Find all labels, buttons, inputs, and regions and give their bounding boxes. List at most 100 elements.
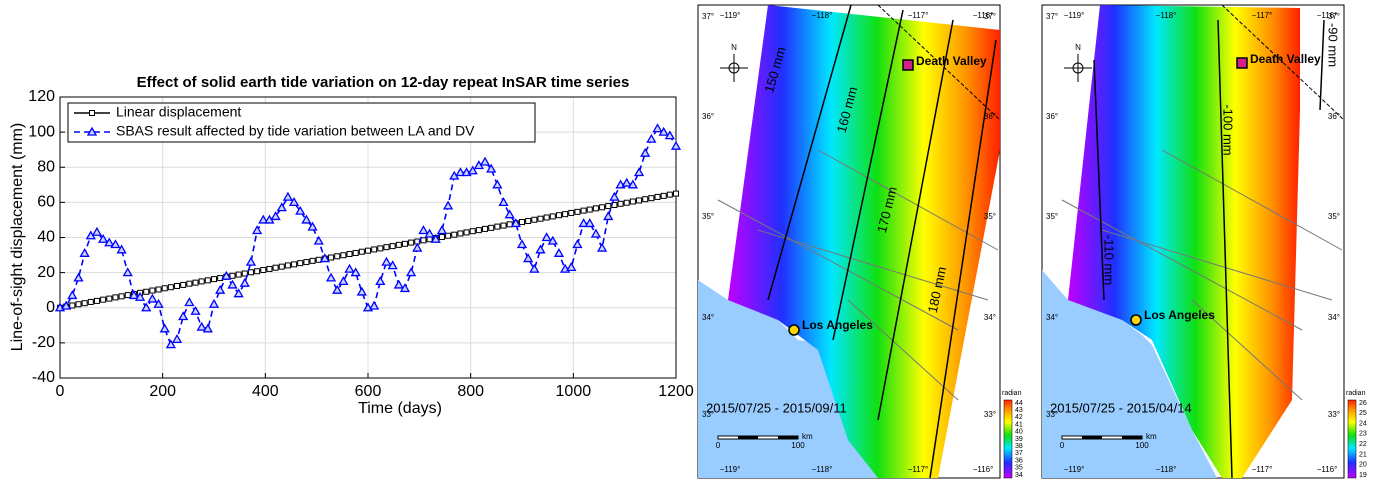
colorbar-tick-label: 37 — [1015, 450, 1023, 457]
x-tick-label: 800 — [457, 383, 484, 400]
contour-label: -90 mm — [1326, 23, 1341, 67]
colorbar-title: radian — [1346, 390, 1366, 397]
place-marker — [1236, 57, 1248, 69]
contour-line — [1319, 19, 1325, 111]
data-point — [572, 239, 583, 249]
lat-label: 36° — [1328, 112, 1340, 121]
data-point — [73, 272, 84, 282]
lon-label: −119° — [720, 465, 741, 474]
data-point — [301, 214, 312, 224]
data-point — [208, 298, 220, 308]
place-label: Los Angeles — [1144, 308, 1215, 322]
data-point — [81, 300, 88, 307]
chart-title: Effect of solid earth tide variation on … — [137, 74, 630, 91]
legend-box — [67, 102, 536, 143]
data-point — [227, 279, 238, 289]
data-point — [654, 193, 661, 200]
data-point — [541, 232, 552, 242]
lon-label: −116° — [973, 465, 994, 474]
data-point — [233, 288, 244, 298]
colorbar-tick-label: 44 — [1015, 400, 1023, 407]
map-ocean — [1042, 270, 1217, 478]
fault-line — [847, 299, 959, 401]
lon-label: −118° — [812, 11, 833, 20]
colorbar-tick-label: 40 — [1015, 429, 1023, 436]
data-point — [258, 214, 269, 224]
lon-label: −119° — [1064, 11, 1085, 20]
scale-unit: km — [1146, 432, 1157, 441]
lat-label: 36° — [1046, 112, 1058, 121]
data-point — [155, 286, 162, 293]
data-point — [319, 253, 331, 263]
deformation-swath — [1068, 5, 1300, 478]
lon-label: −118° — [1156, 11, 1177, 20]
lat-label: 34° — [984, 313, 996, 322]
lat-label: 34° — [1328, 313, 1340, 322]
data-point — [549, 213, 556, 220]
data-point — [578, 218, 589, 228]
fault-line — [1191, 299, 1303, 401]
place-label: Death Valley — [916, 54, 987, 68]
data-point — [167, 284, 174, 291]
data-point — [568, 209, 575, 216]
lon-label: −119° — [1064, 465, 1085, 474]
map-panel: -110 mm -100 mm -90 mm −119° −119° −118° −118°… — [1041, 4, 1367, 479]
lon-label: −117° — [1252, 465, 1273, 474]
colorbar — [1347, 399, 1357, 479]
data-point — [375, 276, 386, 286]
place-label: Los Angeles — [802, 318, 873, 332]
y-tick-label: 40 — [37, 229, 55, 246]
data-point — [288, 197, 300, 207]
data-point — [660, 192, 667, 199]
scale-label: 0 — [1060, 441, 1065, 450]
data-point — [91, 226, 103, 236]
data-point — [504, 209, 515, 219]
data-point — [529, 263, 540, 273]
data-point — [128, 290, 140, 300]
data-point — [165, 339, 177, 349]
colorbar-tick-label: 19 — [1359, 472, 1367, 479]
y-axis-label: Line-of-sight displacement (mm) — [9, 123, 26, 352]
data-point — [270, 211, 281, 221]
fault-line — [717, 199, 959, 331]
north-label: N — [731, 43, 737, 52]
data-point — [282, 191, 294, 201]
data-point — [254, 268, 261, 275]
data-point — [369, 300, 380, 310]
data-point — [67, 290, 78, 300]
data-point — [603, 211, 614, 221]
data-point — [457, 230, 464, 237]
map-ocean — [698, 280, 888, 478]
data-point — [516, 239, 528, 249]
scale-label: 100 — [791, 441, 805, 450]
data-point — [309, 257, 316, 264]
data-point — [590, 228, 602, 238]
lat-label: 34° — [1046, 313, 1058, 322]
x-tick-label: 400 — [252, 383, 279, 400]
lon-label: −116° — [973, 11, 994, 20]
data-point — [284, 262, 291, 269]
data-point — [153, 298, 164, 308]
data-point — [599, 204, 606, 211]
lat-label: 36° — [702, 112, 714, 121]
data-point — [555, 212, 562, 219]
contour-line — [929, 39, 997, 479]
data-point — [438, 233, 445, 240]
y-tick-label: 80 — [37, 158, 55, 175]
data-point — [482, 225, 489, 232]
data-point — [190, 305, 201, 315]
lat-label: 37° — [702, 12, 714, 21]
data-point — [100, 296, 107, 303]
data-point — [408, 239, 415, 246]
place-label: Death Valley — [1250, 52, 1321, 66]
data-point — [486, 163, 497, 173]
data-point — [436, 225, 448, 235]
data-point — [586, 206, 593, 213]
data-point — [260, 266, 267, 273]
lat-label: 37° — [984, 12, 996, 21]
data-point — [291, 261, 298, 268]
data-point — [198, 278, 205, 285]
data-point — [670, 140, 682, 150]
scale-bar — [738, 436, 758, 439]
